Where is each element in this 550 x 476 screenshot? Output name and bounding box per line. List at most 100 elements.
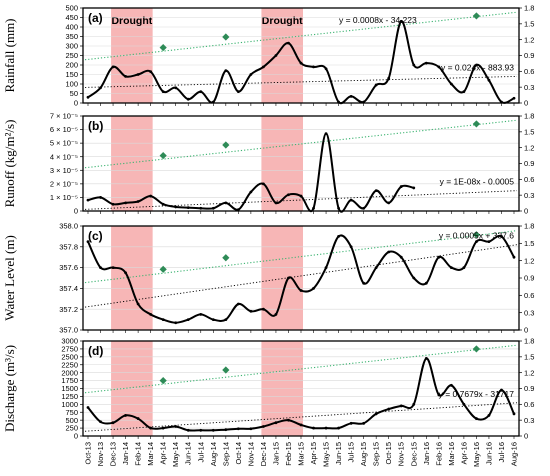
y2-tick-label: 1.5 [524,19,534,28]
data-point [149,194,153,198]
trend-line [84,244,518,308]
data-point [437,65,441,69]
data-point [211,428,215,432]
data-point [149,313,153,316]
data-point [149,70,153,74]
plot-frame [82,115,520,212]
y2-tick-label: 0.6 [524,291,534,300]
marker-point [222,254,230,262]
y2-tick-label: 0.6 [524,67,534,76]
data-point [287,276,290,280]
y2-tick-label: 0 [524,326,528,335]
y-tick-label: 100 [65,80,78,89]
data-point [224,318,228,321]
data-point [99,196,102,199]
y2-tick-label: 0.3 [524,308,534,317]
drought-band [261,226,303,330]
y-tick-label: 357.8 [59,242,78,251]
panel-label: (d) [88,344,103,358]
data-point [399,404,403,408]
data-point [437,255,441,259]
data-point [161,202,165,206]
data-point [124,271,127,275]
data-point [487,414,491,417]
trend-equation: y = 0.7679x - 31717 [439,389,515,399]
data-point [236,90,240,93]
data-point [262,425,265,428]
data-point [424,281,428,285]
y-tick-label: 1000 [61,400,78,409]
data-point [99,86,102,90]
x-tick-label: Nov-13 [96,442,105,466]
data-point [136,417,140,420]
data-point [99,266,102,269]
x-tick-label: Oct-13 [84,442,93,465]
data-point [312,206,315,210]
y2-tick-label: 1.8 [524,337,534,346]
y-tick-label: 150 [65,70,78,79]
trend-equation: y = 1E-08x - 0.0005 [440,177,515,187]
data-point [211,318,215,321]
data-point [236,208,240,212]
y-axis-label: Rainfall (mm) [2,18,17,92]
data-point [500,388,503,392]
data-point [199,313,203,316]
y2-tick-label: 0.3 [524,191,534,200]
x-tick-label: Mar-14 [146,442,155,466]
data-point [161,90,165,93]
y2-tick-label: 1.8 [524,222,534,231]
data-point [437,393,441,397]
y-tick-label: 300 [65,42,78,51]
data-point [149,426,153,430]
data-point [186,206,190,210]
data-point [174,205,178,209]
data-point [374,266,378,269]
data-point [424,61,428,65]
y2-tick-label: 0.9 [524,159,534,168]
data-point [475,240,478,244]
panel-a: Drought Drought05010015020025030035040045… [2,4,534,108]
data-point [287,418,290,422]
y-axis-label: Runoff (kg/m²/s) [2,120,17,208]
data-point [312,65,315,69]
data-point [99,420,102,424]
data-point [487,240,491,244]
secondary-trend-line [84,230,518,284]
x-tick-label: Feb-16 [434,442,443,466]
data-point [462,90,466,93]
data-point [349,245,353,249]
x-tick-label: Feb-15 [284,442,293,466]
x-tick-label: Mar-15 [297,442,306,466]
data-point [199,428,203,432]
data-point [199,90,203,93]
data-point [136,73,140,76]
data-point [412,276,416,280]
y2-tick-label: 0.9 [524,384,534,393]
panels: Drought Drought05010015020025030035040045… [2,4,534,441]
secondary-trend-line [84,344,518,394]
data-point [124,414,127,417]
y-tick-label: 0 [74,207,78,216]
data-point [449,383,453,387]
data-point [161,318,165,321]
x-tick-label: Mar-16 [447,442,456,466]
marker-point [222,366,230,374]
y2-tick-label: 1.2 [524,256,534,265]
y2-tick-label: 1.2 [524,368,534,377]
trend-equation: y = 0.0005x + 337.6 [439,231,514,241]
data-point [387,76,391,80]
panel-label: (a) [88,11,103,25]
y-tick-label: 5 × 10⁻⁵ [50,139,78,148]
trend-equation: y = 0.024x - 883.93 [441,62,514,72]
data-point [124,75,127,78]
data-point [324,266,328,269]
x-tick-label: Nov-14 [246,442,255,466]
data-point [287,193,290,197]
drought-band [111,226,153,330]
data-point [174,86,178,90]
data-point [224,428,228,432]
y-tick-label: 1750 [61,376,78,385]
data-point [199,206,203,210]
marker-point [222,33,230,41]
drought-label: Drought [111,15,152,27]
